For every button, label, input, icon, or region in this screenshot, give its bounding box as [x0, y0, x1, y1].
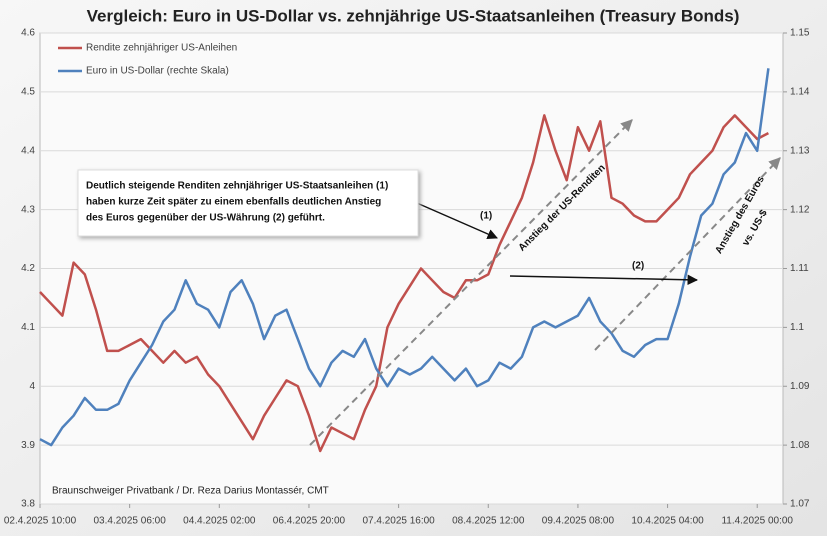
x-tick-label: 10.4.2025 04:00 [631, 516, 704, 527]
y2-tick-label: 1.07 [790, 499, 810, 510]
y-tick-label: 4.2 [21, 263, 35, 274]
arrow [409, 199, 498, 240]
y2-tick-label: 1.13 [790, 145, 810, 156]
legend-label: Rendite zehnjähriger US-Anleihen [86, 43, 237, 54]
trend-line [594, 157, 781, 351]
x-tick-label: 03.4.2025 06:00 [94, 516, 167, 527]
annotation-marker: (1) [480, 211, 492, 222]
x-tick-label: 08.4.2025 12:00 [452, 516, 525, 527]
y2-tick-label: 1.11 [790, 263, 809, 274]
trend-line [309, 119, 633, 446]
y-tick-label: 4 [29, 381, 35, 392]
legend-label: Euro in US-Dollar (rechte Skala) [86, 66, 229, 77]
y-tick-label: 3.8 [21, 499, 35, 510]
y-tick-label: 3.9 [21, 440, 35, 451]
annotation-box [77, 169, 419, 237]
y-tick-label: 4.6 [21, 28, 35, 39]
source: Braunschweiger Privatbank / Dr. Reza Dar… [52, 486, 329, 497]
annotation-line: haben kurze Zeit später zu einem ebenfal… [86, 197, 381, 208]
annotation-line: des Euros gegenüber der US-Währung (2) g… [86, 213, 325, 224]
series-line [39, 68, 770, 447]
series-line [39, 114, 769, 453]
x-tick-label: 11.4.2025 00:00 [721, 516, 793, 527]
y2-tick-label: 1.12 [790, 204, 810, 215]
y-tick-label: 4.1 [21, 322, 35, 333]
x-tick-label: 04.4.2025 02:00 [183, 516, 256, 527]
y2-tick-label: 1.1 [790, 322, 804, 333]
arrow [509, 274, 699, 286]
x-tick-label: 07.4.2025 16:00 [362, 516, 435, 527]
x-tick-label: 02.4.2025 10:00 [4, 516, 77, 527]
annotation-line: Deutlich steigende Renditen zehnjähriger… [86, 181, 388, 192]
y2-tick-label: 1.08 [790, 440, 810, 451]
x-tick-label: 06.4.2025 20:00 [273, 516, 346, 527]
lines [39, 68, 770, 453]
y-tick-label: 4.5 [21, 87, 35, 98]
annotation-marker: (2) [632, 261, 644, 272]
x-tick-label: 09.4.2025 08:00 [542, 516, 615, 527]
y2-tick-label: 1.09 [790, 381, 810, 392]
y2-tick-label: 1.14 [790, 87, 810, 98]
y2-tick-label: 1.15 [790, 28, 810, 39]
y-tick-label: 4.4 [21, 145, 35, 156]
chart-title: Vergleich: Euro in US-Dollar vs. zehnjäh… [87, 6, 740, 25]
y-tick-label: 4.3 [21, 204, 35, 215]
